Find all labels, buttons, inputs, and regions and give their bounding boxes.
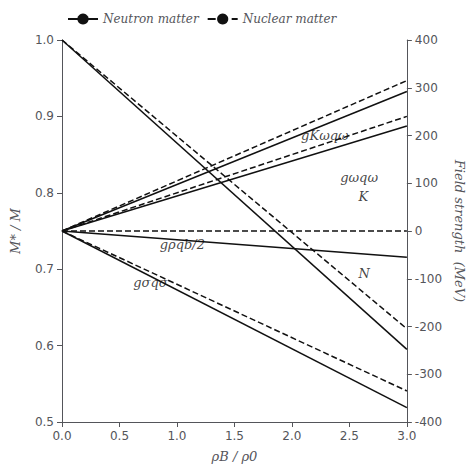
svg-text:Field strength (MeV): Field strength (MeV)	[452, 159, 467, 302]
svg-text:300: 300	[415, 81, 438, 95]
svg-text:0.6: 0.6	[35, 339, 54, 353]
svg-text:0.8: 0.8	[35, 186, 54, 200]
svg-text:1.0: 1.0	[167, 429, 186, 443]
svg-text:-300: -300	[415, 367, 442, 381]
svg-text:-200: -200	[415, 320, 442, 334]
svg-text:1.5: 1.5	[225, 429, 244, 443]
svg-text:2.5: 2.5	[340, 429, 359, 443]
svg-text:1.0: 1.0	[35, 33, 54, 47]
svg-text:0.5: 0.5	[110, 429, 129, 443]
svg-text:100: 100	[415, 176, 438, 190]
svg-text:ρB / ρ0: ρB / ρ0	[211, 449, 258, 464]
svg-text:2.0: 2.0	[282, 429, 301, 443]
svg-text:-100: -100	[415, 272, 442, 286]
svg-text:K: K	[358, 189, 370, 204]
svg-text:gKωqω: gKωqω	[301, 128, 349, 143]
svg-text:N: N	[358, 266, 371, 281]
svg-text:3.0: 3.0	[397, 429, 416, 443]
svg-text:400: 400	[415, 33, 438, 47]
svg-text:0.9: 0.9	[35, 109, 54, 123]
svg-text:200: 200	[415, 129, 438, 143]
svg-text:0.0: 0.0	[52, 429, 71, 443]
svg-text:gσqσ: gσqσ	[133, 275, 168, 291]
svg-text:0.5: 0.5	[35, 415, 54, 429]
svg-text:Nuclear matter: Nuclear matter	[242, 12, 338, 26]
svg-text:M* / M: M* / M	[8, 207, 23, 254]
svg-text:gωqω: gωqω	[340, 170, 378, 185]
svg-text:0: 0	[415, 224, 423, 238]
svg-text:Neutron matter: Neutron matter	[102, 12, 200, 26]
svg-text:0.7: 0.7	[35, 262, 54, 276]
svg-text:gρqb/2: gρqb/2	[159, 236, 205, 252]
svg-text:-400: -400	[415, 415, 442, 429]
